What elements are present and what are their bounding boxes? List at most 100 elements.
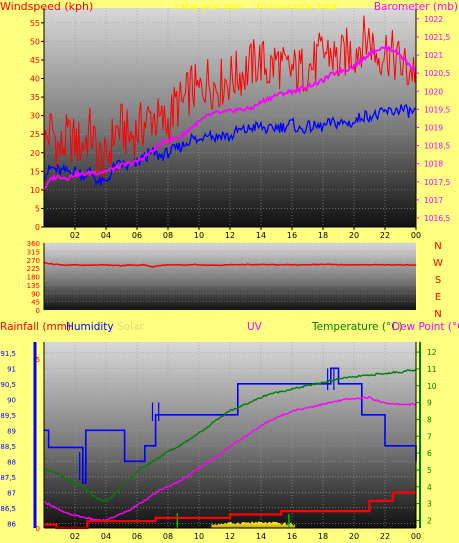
- barometer-tick-label: 1019,5: [424, 105, 450, 114]
- windspeed-tick-label: 15: [30, 167, 40, 176]
- windspeed-tick-label: 55: [30, 19, 40, 28]
- windspeed-axis-title: Windspeed (kph): [0, 0, 93, 13]
- windspeed-tick-label: 40: [30, 75, 40, 84]
- rain-x-tick-label: 08: [163, 532, 173, 541]
- solar-area: [211, 521, 296, 528]
- compass-label: S: [435, 275, 441, 286]
- date-header: 3 May year date ... 10 Forecastle 2008: [173, 3, 337, 13]
- barometer-tick-label: 1021: [424, 51, 443, 60]
- rain-x-tick-label: 20: [349, 532, 359, 541]
- direction-tick-label: 360: [27, 240, 40, 248]
- barometer-tick-label: 1016,5: [424, 214, 450, 223]
- barometer-tick-label: 1018,5: [424, 142, 450, 151]
- barometer-tick-label: 1017,5: [424, 178, 450, 187]
- wind-x-tick-label: 14: [256, 231, 266, 240]
- temperature-tick-label: 7: [427, 432, 432, 441]
- direction-tick-label: 45: [31, 299, 40, 307]
- temperature-tick-label: 10: [427, 382, 437, 391]
- rain-x-tick-label: 16: [287, 532, 297, 541]
- wind-x-tick-label: 22: [380, 231, 390, 240]
- wind-x-tick-label: 18: [318, 231, 328, 240]
- direction-gridlines: [44, 242, 416, 311]
- barometer-tick-label: 1017: [424, 196, 443, 205]
- solar-axis-title: Solar: [117, 321, 144, 333]
- humidity-tick-label: 87,5: [0, 474, 16, 482]
- dew-point-axis-title: Dew Point (°C): [392, 321, 459, 333]
- wind-barometer-panel: 02 04 06 08 10 12 14 16 18 20 22 000510152025303540…: [0, 0, 458, 240]
- temperature-tick-label: 11: [427, 365, 437, 374]
- humidity-tick-label: 88,5: [0, 443, 16, 451]
- direction-tick-label: 90: [31, 290, 40, 298]
- rain-x-tick-label: 14: [256, 532, 266, 541]
- wind-x-tick-label: 08: [163, 231, 173, 240]
- humidity-tick-label: 89: [7, 427, 16, 435]
- windspeed-tick-label: 50: [30, 37, 40, 46]
- wind-x-tick-label: 00: [411, 231, 421, 240]
- uv-axis-title: UV: [247, 321, 263, 333]
- windspeed-tick-label: 35: [30, 93, 40, 102]
- wind-x-tick-label: 10: [194, 231, 204, 240]
- compass-label: N: [434, 309, 441, 320]
- windspeed-tick-label: 20: [30, 149, 40, 158]
- windspeed-tick-label: 10: [30, 186, 40, 195]
- barometer-axis-title: Barometer (mb): [374, 1, 458, 13]
- wind-x-tick-label: 04: [101, 231, 111, 240]
- windspeed-tick-label: 5: [35, 204, 40, 213]
- humidity-tick-label: 86: [7, 520, 16, 528]
- temperature-tick-label: 4: [427, 483, 432, 492]
- humidity-tick-label: 90: [7, 396, 16, 404]
- temperature-tick-label: 2: [427, 516, 432, 525]
- windspeed-tick-label: 0: [35, 223, 40, 232]
- wind-x-tick-label: 12: [225, 231, 235, 240]
- wind-x-tick-label: 06: [132, 231, 142, 240]
- rainfall-tick-label: 5: [36, 356, 40, 364]
- rain-x-tick-label: 10: [194, 532, 204, 541]
- temperature-tick-label: 5: [427, 466, 432, 475]
- compass-label: E: [435, 292, 441, 303]
- temperature-series: [43, 369, 417, 503]
- wind-series-layer: [43, 15, 417, 191]
- humidity-tick-label: 91,5: [0, 350, 16, 358]
- rain-x-tick-label: 12: [225, 532, 235, 541]
- direction-tick-label: 270: [27, 257, 40, 265]
- humidity-tick-label: 88: [7, 458, 16, 466]
- wind-tick-labels: 02 04 06 08 10 12 14 16 18 20 22 000510152025303540…: [30, 15, 451, 240]
- rain-x-tick-label: 02: [70, 532, 80, 541]
- wind-direction-series: [43, 261, 417, 268]
- barometer-tick-label: 1020: [424, 87, 443, 96]
- wind-average-series: [43, 104, 417, 187]
- temperature-tick-label: 6: [427, 449, 432, 458]
- barometer-tick-label: 1021,5: [424, 33, 450, 42]
- humidity-tick-label: 86,5: [0, 505, 16, 513]
- wind-x-tick-label: 20: [349, 231, 359, 240]
- rainfall-tick-label: 0: [36, 525, 40, 533]
- direction-tick-label: 180: [27, 274, 40, 282]
- humidity-tick-label: 90,5: [0, 381, 16, 389]
- rainfall-axis-title: Rainfall (mm): [0, 321, 71, 333]
- direction-tick-label: 0: [36, 307, 40, 315]
- temperature-tick-label: 3: [427, 500, 432, 509]
- windspeed-tick-label: 30: [30, 112, 40, 121]
- temperature-tick-label: 8: [427, 415, 432, 424]
- wind-x-tick-label: 02: [70, 231, 80, 240]
- windspeed-tick-label: 45: [30, 56, 40, 65]
- rain-x-tick-label: 22: [380, 532, 390, 541]
- direction-tick-label: 315: [27, 248, 40, 256]
- humidity-tick-label: 87: [7, 489, 16, 497]
- humidity-tick-label: 91: [7, 365, 16, 373]
- barometer-tick-label: 1018: [424, 160, 443, 169]
- rain-x-tick-label: 04: [101, 532, 111, 541]
- humidity-axis-title: Humidity: [66, 321, 114, 333]
- compass-label: N: [434, 241, 441, 252]
- barometer-tick-label: 1020,5: [424, 69, 450, 78]
- direction-tick-label: 135: [27, 282, 40, 290]
- temperature-tick-label: 12: [427, 348, 437, 357]
- compass-label: W: [433, 258, 443, 269]
- temperature-axis-title: Temperature (°C): [311, 321, 403, 333]
- rain-temp-panel: 02 04 06 08 10 12 14 16 18 20 22 008686,58787,58888…: [0, 321, 459, 541]
- windspeed-tick-label: 25: [30, 130, 40, 139]
- humidity-tick-label: 89,5: [0, 412, 16, 420]
